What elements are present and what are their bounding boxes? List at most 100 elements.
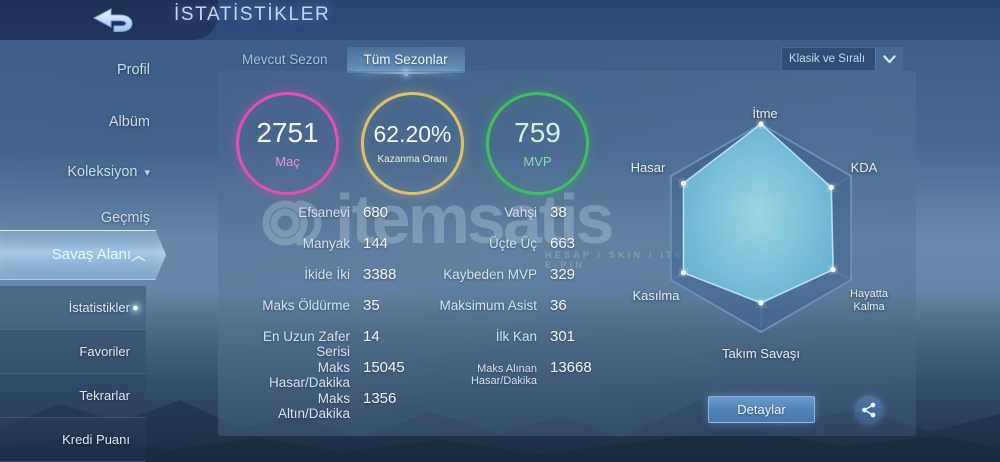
stat-label: Manyak: [302, 236, 350, 251]
stat-label: Maks Altın/Dakika: [277, 391, 350, 421]
chevron-up-icon: ︿: [130, 246, 146, 264]
sidebar-item-label: Favoriler: [79, 344, 130, 359]
stat-row: Kaybeden MVP 329: [412, 266, 592, 297]
summary-value: 2751: [256, 116, 319, 148]
sidebar-item-savas-alani-highlight: [0, 230, 166, 280]
stat-row: İkide İki 3388: [245, 266, 405, 297]
sidebar-item-album[interactable]: Albüm: [0, 100, 166, 144]
stat-value: 14: [363, 328, 380, 345]
details-button[interactable]: Detaylar: [708, 396, 815, 423]
stat-value: 3388: [363, 266, 397, 283]
stat-label: Efsanevi: [298, 205, 350, 220]
stat-label: İkide İki: [304, 267, 350, 282]
active-indicator-dot: [133, 305, 138, 310]
stat-value: 1356: [363, 390, 397, 407]
stat-label: Maks Alınan Hasar/Dakika: [470, 363, 537, 387]
sidebar-item-label: Tekrarlar: [79, 388, 130, 403]
chevron-down-icon: ▾: [144, 166, 150, 179]
stat-row: Maks Öldürme 35: [245, 297, 405, 328]
stat-row: Üçte Üç 663: [412, 235, 592, 266]
stat-value: 329: [550, 266, 576, 283]
sidebar-item-tekrarlar[interactable]: Tekrarlar: [0, 374, 146, 418]
tab-label: Tüm Sezonlar: [363, 52, 448, 67]
stat-label: Maks Öldürme: [262, 298, 350, 313]
radar-polygon: [682, 122, 834, 304]
stat-row: İlk Kan 301: [412, 328, 592, 359]
stat-row: Maks Alınan Hasar/Dakika 13668: [412, 359, 592, 390]
radar-axis-label-hayatta-kalma: Hayatta Kalma: [850, 288, 888, 313]
sidebar-item-label: Albüm: [108, 114, 150, 130]
stat-label: Üçte Üç: [488, 236, 537, 251]
details-button-label: Detaylar: [737, 402, 786, 417]
sidebar-item-label: Kredi Puanı: [62, 432, 130, 447]
stat-value: 301: [550, 328, 576, 345]
share-button[interactable]: [855, 396, 883, 424]
sidebar-item-label: İstatistikler: [68, 300, 130, 315]
stat-label: En Uzun Zafer Serisi: [262, 329, 350, 359]
stat-value: 36: [550, 297, 567, 314]
stat-value: 680: [363, 204, 389, 221]
stat-value: 38: [550, 204, 567, 221]
share-icon: [862, 402, 876, 418]
stat-value: 144: [363, 235, 389, 252]
summary-circle-mvp: 759 MVP: [486, 92, 589, 195]
summary-caption: Kazanma Oranı: [377, 153, 448, 165]
tab-label: Mevcut Sezon: [242, 52, 328, 67]
radar-axis-label-kda: KDA: [850, 160, 878, 175]
tab-mevcut-sezon[interactable]: Mevcut Sezon: [225, 47, 345, 73]
stat-value: 35: [363, 297, 380, 314]
sidebar-item-koleksiyon[interactable]: Koleksiyon ▾: [0, 150, 166, 194]
radar-chart: İtme KDA Hayatta Kalma Takım Savaşı Kasıl…: [615, 98, 915, 378]
radar-points: [680, 121, 836, 306]
stat-row: Vahşi 38: [412, 204, 592, 235]
sidebar: Profil Albüm Koleksiyon ▾ Geçmiş Savaş A…: [0, 40, 166, 462]
summary-value: 759: [514, 116, 561, 148]
stat-row: En Uzun Zafer Serisi 14: [245, 328, 405, 359]
summary-value: 62.20%: [373, 120, 452, 147]
stat-label: İlk Kan: [495, 329, 537, 344]
chevron-down-icon[interactable]: [875, 48, 902, 70]
sidebar-item-label: Koleksiyon: [67, 164, 138, 180]
back-arrow-icon: [92, 8, 133, 32]
sidebar-item-savas-alani[interactable]: Savaş Alanı ︿: [0, 230, 166, 278]
summary-circles: 2751 Maç 62.20% Kazanma Oranı 759 MVP: [236, 92, 589, 195]
sidebar-item-istatistikler[interactable]: İstatistikler: [0, 286, 146, 330]
summary-caption: MVP: [523, 153, 552, 169]
stat-row: Maksimum Asist 36: [412, 297, 592, 328]
sidebar-item-favoriler[interactable]: Favoriler: [0, 330, 146, 374]
stat-row: Maks Altın/Dakika 1356: [245, 390, 405, 421]
sidebar-item-profil[interactable]: Profil: [0, 48, 166, 92]
sidebar-item-gecmis[interactable]: Geçmiş: [0, 196, 166, 240]
mode-select[interactable]: Klasik ve Sıralı: [781, 47, 903, 71]
summary-caption: Maç: [275, 153, 300, 169]
sidebar-item-label: Profil: [116, 62, 150, 78]
stat-label: Kaybeden MVP: [443, 267, 537, 282]
page-title: İSTATİSTİKLER: [174, 4, 331, 25]
radar-axis-label-takim-savasi: Takım Savaşı: [721, 346, 801, 361]
tab-tum-sezonlar[interactable]: Tüm Sezonlar: [346, 47, 465, 76]
radar-axis-label-itme: İtme: [752, 106, 778, 121]
stat-row: Manyak 144: [245, 235, 405, 266]
stat-row: Maks Hasar/Dakika 15045: [245, 359, 405, 390]
stat-value: 663: [550, 235, 576, 252]
stat-label: Vahşi: [504, 205, 537, 220]
sidebar-item-label: Savaş Alanı: [51, 245, 131, 263]
stat-label: Maksimum Asist: [439, 298, 537, 313]
stat-label: Maks Hasar/Dakika: [268, 360, 350, 390]
stats-column-left: Efsanevi 680 Manyak 144 İkide İki 3388 M…: [245, 204, 405, 421]
season-tabs: Mevcut Sezon Tüm Sezonlar: [225, 47, 465, 76]
radar-axis-label-hasar: Hasar: [630, 160, 666, 175]
stat-value: 13668: [550, 359, 592, 376]
stats-column-right: Vahşi 38 Üçte Üç 663 Kaybeden MVP 329 Ma…: [412, 204, 592, 390]
sidebar-item-kredi-puani[interactable]: Kredi Puanı: [0, 418, 146, 462]
sidebar-item-label: Geçmiş: [100, 210, 150, 226]
summary-circle-winrate: 62.20% Kazanma Oranı: [361, 92, 464, 195]
stat-value: 15045: [363, 359, 405, 376]
stat-row: Efsanevi 680: [245, 204, 405, 235]
back-button[interactable]: [82, 2, 144, 38]
radar-axis-label-kasilma: Kasılma: [632, 288, 680, 303]
summary-circle-matches: 2751 Maç: [236, 92, 339, 195]
radar-chart-svg: [669, 121, 853, 334]
mode-select-value: Klasik ve Sıralı: [789, 53, 866, 65]
